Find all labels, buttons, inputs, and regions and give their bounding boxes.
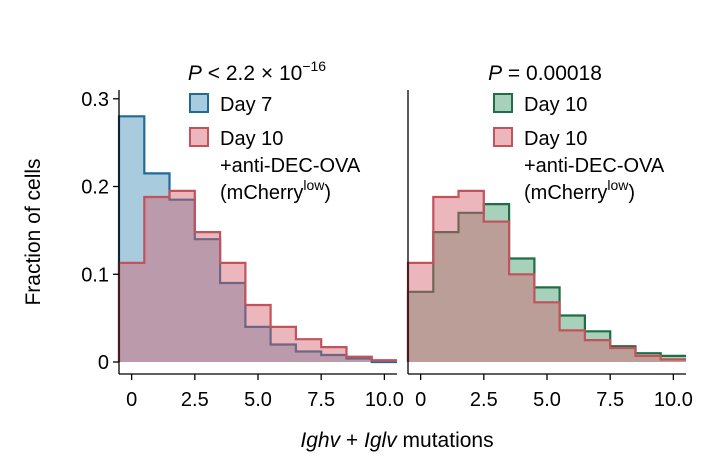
legend-label-superscript: low [607,177,629,193]
panel-left: P < 2.2 × 10−16 0 2.5 5.0 7.5 10.0 0 0.1 0.2 0.3… [81,58,404,411]
y-axis-label: Fraction of cells [22,158,45,305]
x-tick-label: 7.5 [307,389,335,411]
legend-label-close: ) [628,182,635,204]
panel-left-axes: 0 2.5 5.0 7.5 10.0 0 0.1 0.2 0.3 [81,89,404,411]
legend-label-text: Day 7 [220,94,272,116]
x-tick-label: 2.5 [181,389,209,411]
x-axis-label-gene-2: Iglv [364,429,398,452]
legend-swatch [189,93,209,113]
legend-label: (mCherrylow) [220,177,331,204]
histogram-fill-primary [119,116,397,362]
panel-left-title-p: P [188,62,202,85]
y-tick-label: 0.2 [81,177,109,199]
x-tick-label: 0 [415,389,426,411]
x-axis-label-plus: + [340,429,364,452]
legend-swatch [189,127,209,147]
panel-left-title: P < 2.2 × 10−16 [188,58,326,85]
histogram-fill-secondary [408,190,686,362]
legend-label: (mCherrylow) [524,177,635,204]
legend-label-text: Day 10 [524,94,587,116]
legend-label: +anti-DEC-OVA [524,155,665,177]
legend-label-text: +anti-DEC-OVA [524,155,665,177]
legend-label-text: +anti-DEC-OVA [220,155,361,177]
x-tick-label: 7.5 [596,389,624,411]
histogram-outline-secondary [117,189,397,362]
legend-label: Day 10 [220,128,283,150]
legend-label-text: Day 10 [220,128,283,150]
legend-label: Day 10 [524,94,587,116]
legend-label-text: Day 10 [524,128,587,150]
panel-right-title-rest: = 0.00018 [502,62,602,85]
panel-right-axes: 0 2.5 5.0 7.5 10.0 [407,90,693,411]
histogram-outline-secondary [406,189,686,362]
legend-label-text: (mCherry [220,182,303,204]
legend-swatch [493,93,513,113]
legend-swatch [493,127,513,147]
y-tick-label: 0.3 [81,89,109,111]
panel-right-title: P = 0.00018 [488,62,602,85]
y-tick-label: 0.1 [81,264,109,286]
panel-left-title-exponent: −16 [302,58,326,74]
x-tick-label: 5.0 [244,389,272,411]
legend-label-text: (mCherry [524,182,607,204]
histogram-fill-secondary [119,190,397,362]
legend-label-close: ) [324,182,331,204]
legend-label: +anti-DEC-OVA [220,155,361,177]
x-tick-label: 5.0 [533,389,561,411]
legend-label: Day 10 [524,128,587,150]
panel-right-title-p: P [488,62,502,85]
x-axis-label: Ighv + Iglv mutations [300,429,493,452]
legend-label: Day 7 [220,94,272,116]
panel-right-bars [406,189,686,362]
histogram-fill-primary [408,204,686,362]
x-axis-label-rest: mutations [397,429,494,452]
x-axis-label-gene-1: Ighv [300,429,341,452]
legend-label-superscript: low [303,177,325,193]
panel-left-bars [117,115,397,364]
x-tick-label: 2.5 [470,389,498,411]
x-tick-label: 10.0 [365,389,404,411]
y-tick-label: 0 [98,352,109,374]
panel-left-title-rest: < 2.2 × 10 [202,62,302,85]
x-tick-label: 0 [126,389,137,411]
panel-right: P = 0.00018 0 2.5 5.0 7.5 10.0 Day 10 Day 10 +… [406,62,693,411]
x-tick-label: 10.0 [654,389,693,411]
